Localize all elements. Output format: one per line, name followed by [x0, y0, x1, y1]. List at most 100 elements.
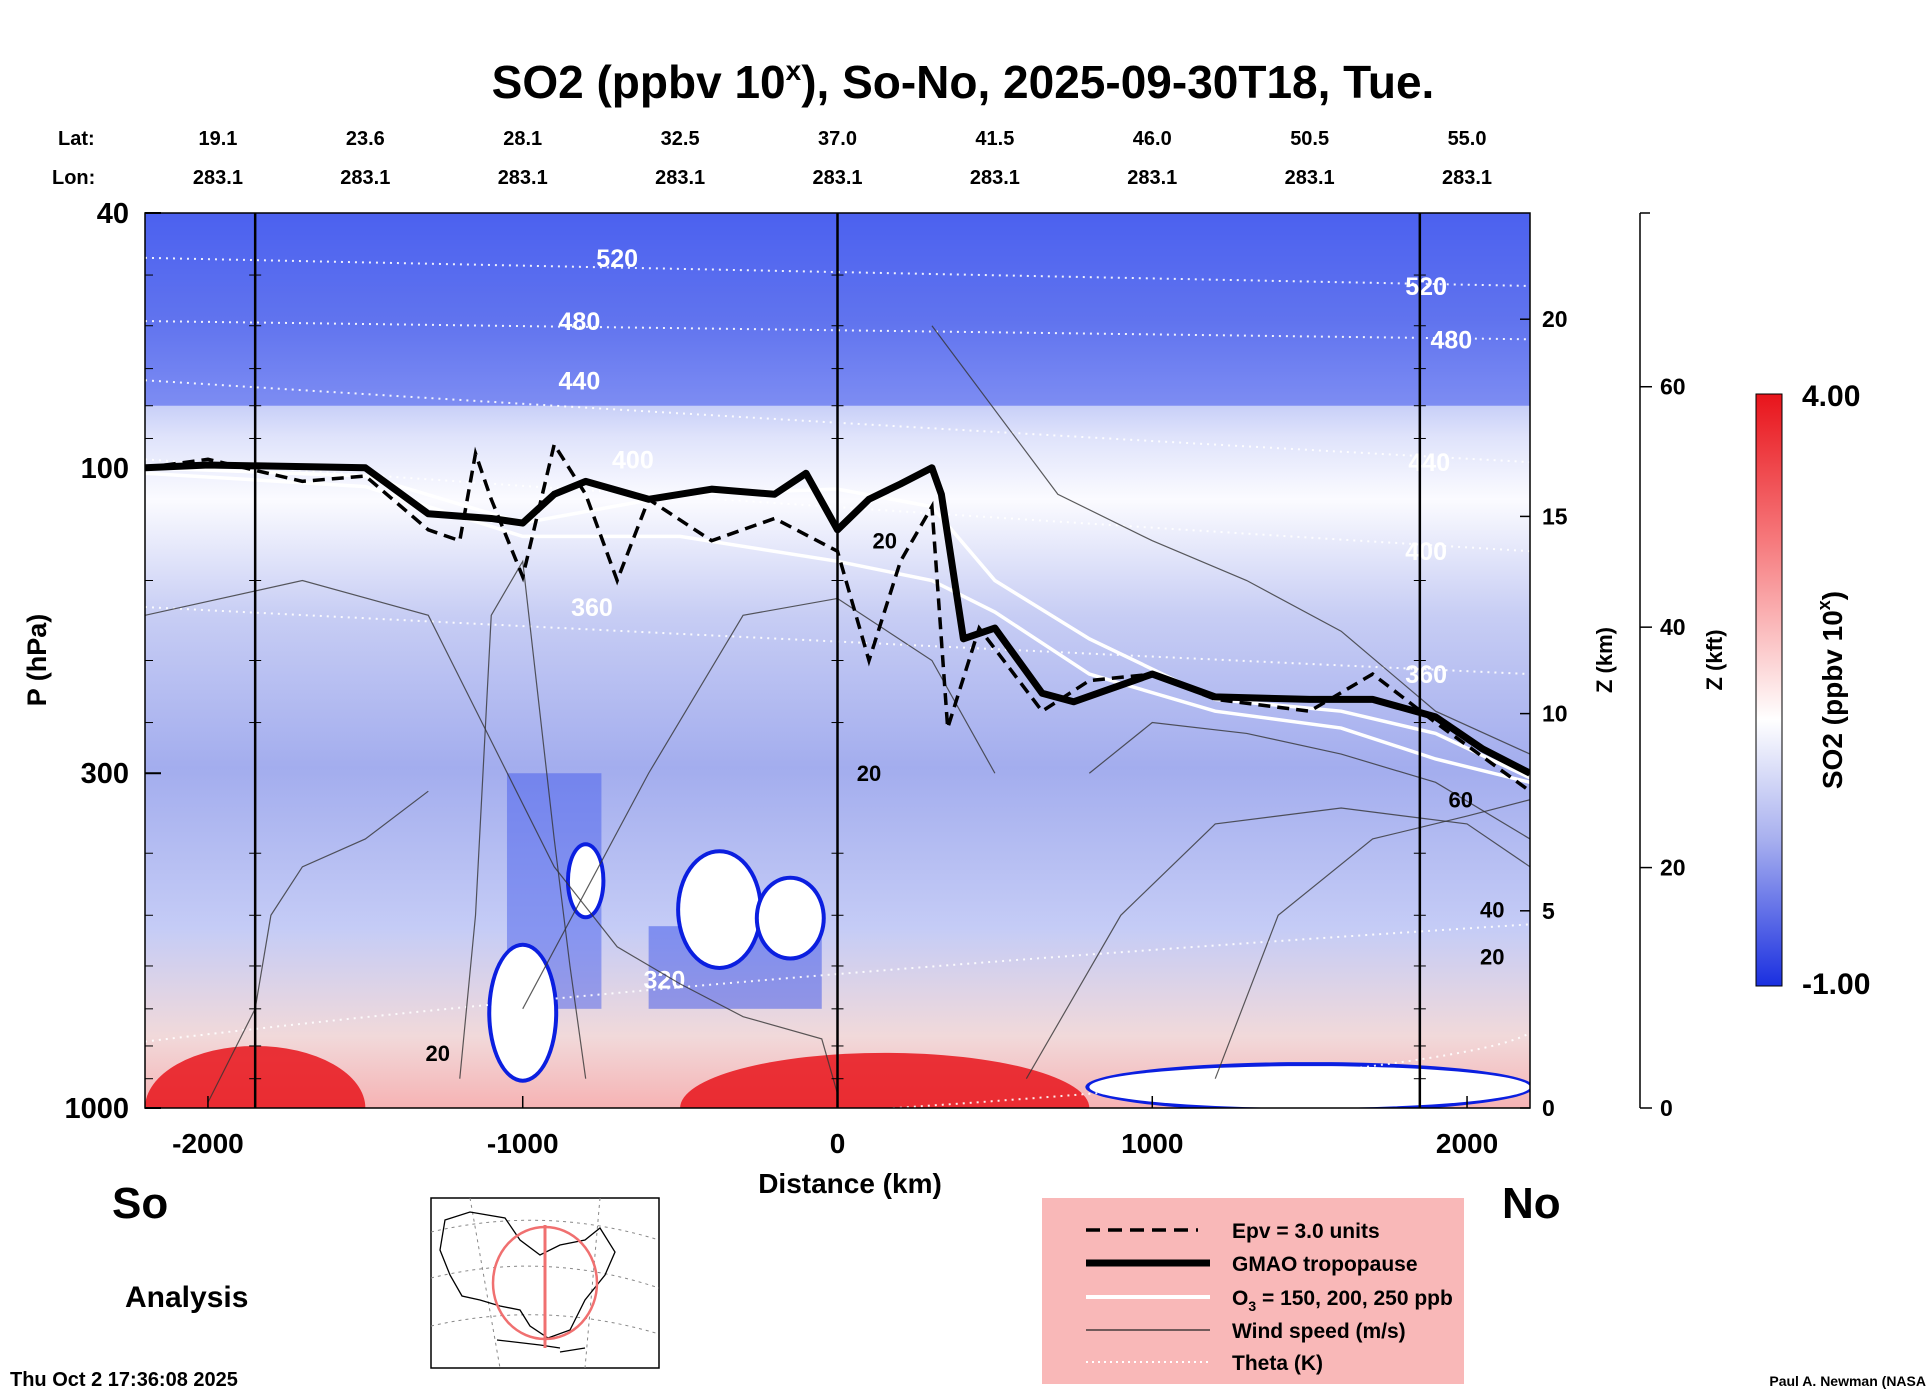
so2-max-region — [680, 1052, 1090, 1108]
z-km-tick-label: 20 — [1542, 306, 1568, 332]
legend-item-epv: Epv = 3.0 units — [1086, 1220, 1380, 1243]
x-tick-label: 2000 — [1436, 1128, 1498, 1159]
analysis-label: Analysis — [125, 1281, 248, 1314]
epv-line — [145, 440, 1530, 793]
theta-contour-label: 400 — [612, 446, 654, 474]
theta-contour-label: 520 — [596, 245, 638, 273]
p-tick-label: 40 — [97, 198, 129, 230]
so2-min-patch — [680, 853, 759, 966]
lat-lon-header: 19.1 283.1 23.6 283.1 28.1 283.1 32.5 283.1 37.0… — [193, 128, 1492, 189]
svg-text:O3 = 150, 200, 250 ppb: O3 = 150, 200, 250 ppb — [1232, 1287, 1453, 1314]
pressure-axis: 40 100 300 1000 — [64, 198, 1426, 1125]
lat-value: 46.0 — [1133, 128, 1172, 150]
lon-value: 283.1 — [193, 167, 243, 189]
wind-contour-line — [207, 790, 429, 1103]
svg-text:Wind speed (m/s): Wind speed (m/s) — [1232, 1320, 1406, 1343]
theta-contour-label: 480 — [1430, 326, 1472, 354]
z-km-axis: 0 5 10 15 20 — [1520, 306, 1568, 1121]
p-tick-label: 1000 — [64, 1093, 129, 1125]
z-kft-axis: 0 20 40 60 — [1639, 212, 1686, 1121]
wind-contour-line — [459, 559, 587, 1079]
x-tick-label: -1000 — [487, 1128, 559, 1159]
ozone-contours — [145, 466, 1530, 785]
x-axis-label: Distance (km) — [758, 1168, 942, 1199]
lat-value: 23.6 — [346, 128, 385, 150]
credit: Paul A. Newman (NASA — [1769, 1373, 1926, 1389]
chart-title: SO2 (ppbv 10x), So-No, 2025-09-30T18, Tu… — [492, 55, 1435, 108]
theta-contour-label: 360 — [1405, 661, 1447, 689]
z-km-tick-label: 15 — [1542, 503, 1568, 529]
z-kft-tick-label: 60 — [1660, 374, 1686, 400]
ozone-contour-line — [145, 466, 1530, 780]
lat-value: 19.1 — [198, 128, 237, 150]
p-tick-label: 100 — [81, 453, 129, 485]
legend-item-tropopause: GMAO tropopause — [1086, 1253, 1418, 1276]
z-kft-tick-label: 40 — [1660, 614, 1686, 640]
wind-contour-label: 20 — [1480, 945, 1504, 970]
tropopause-line — [145, 461, 1530, 777]
x-axis: -2000 -1000 0 1000 2000 — [172, 1096, 1498, 1159]
wind-contour-label: 60 — [1449, 788, 1473, 813]
p-tick-label: 300 — [81, 758, 129, 790]
wind-contour-line — [931, 325, 1530, 755]
legend-item-theta: Theta (K) — [1086, 1352, 1323, 1375]
tropopause-lines — [145, 440, 1530, 793]
x-tick-label: 1000 — [1121, 1128, 1183, 1159]
lat-value: 55.0 — [1448, 128, 1487, 150]
so2-min-patch — [758, 879, 822, 957]
wind-contour-line — [1088, 721, 1530, 840]
lon-value: 283.1 — [340, 167, 390, 189]
so2-min-patch — [569, 846, 602, 916]
north-label: No — [1502, 1179, 1561, 1228]
z-kft-tick-label: 0 — [1660, 1095, 1673, 1121]
lon-value: 283.1 — [1285, 167, 1335, 189]
z-kft-label: Z (kft) — [1702, 629, 1727, 690]
colorbar-scale — [1755, 393, 1783, 987]
lat-label: Lat: — [58, 128, 95, 150]
colorbar: 4.00 -1.00 SO2 (ppbv 10x) — [1755, 380, 1870, 1001]
svg-text:Theta (K): Theta (K) — [1232, 1352, 1323, 1375]
lat-value: 41.5 — [975, 128, 1014, 150]
legend-item-wind: Wind speed (m/s) — [1086, 1320, 1406, 1343]
lon-value: 283.1 — [970, 167, 1020, 189]
lat-value: 28.1 — [503, 128, 542, 150]
theta-contour-label: 360 — [571, 594, 613, 622]
z-km-tick-label: 10 — [1542, 701, 1568, 727]
lat-value: 37.0 — [818, 128, 857, 150]
theta-contour-label: 440 — [559, 367, 601, 395]
lon-value: 283.1 — [1442, 167, 1492, 189]
wind-contour-line — [1025, 807, 1530, 1080]
wind-contour-label: 20 — [425, 1041, 449, 1066]
lon-value: 283.1 — [498, 167, 548, 189]
wind-contour-line — [145, 579, 839, 1094]
wind-contours: 20 20 20 40 60 20 — [145, 325, 1530, 1103]
colorbar-label: SO2 (ppbv 10x) — [1814, 591, 1848, 789]
theta-contour-label: 440 — [1408, 449, 1450, 477]
theta-contour-label: 400 — [1405, 538, 1447, 566]
z-km-label: Z (km) — [1592, 627, 1617, 693]
svg-text:Epv = 3.0 units: Epv = 3.0 units — [1232, 1220, 1380, 1243]
timestamp: Thu Oct 2 17:36:08 2025 — [10, 1369, 238, 1391]
ozone-contour-line — [145, 471, 1530, 785]
theta-contour-label: 480 — [559, 308, 601, 336]
theta-contour-label: 320 — [644, 967, 686, 995]
wind-contour-line — [522, 597, 996, 1010]
theta-contour-label: 520 — [1405, 273, 1447, 301]
y-axis-label: P (hPa) — [22, 614, 52, 707]
wind-contour-label: 40 — [1480, 898, 1504, 923]
lon-label: Lon: — [52, 167, 95, 189]
south-label: So — [112, 1179, 168, 1228]
legend: Epv = 3.0 units GMAO tropopause O3 = 150… — [1042, 1198, 1464, 1384]
z-km-tick-label: 5 — [1542, 898, 1555, 924]
x-tick-label: -2000 — [172, 1128, 244, 1159]
wind-contour-label: 20 — [872, 529, 896, 554]
lon-value: 283.1 — [812, 167, 862, 189]
colorbar-max-label: 4.00 — [1802, 380, 1860, 413]
wind-contour-label: 20 — [857, 761, 881, 786]
z-km-tick-label: 0 — [1542, 1095, 1555, 1121]
z-kft-tick-label: 20 — [1660, 855, 1686, 881]
svg-text:GMAO tropopause: GMAO tropopause — [1232, 1253, 1418, 1276]
wind-contour-line — [1214, 799, 1530, 1079]
